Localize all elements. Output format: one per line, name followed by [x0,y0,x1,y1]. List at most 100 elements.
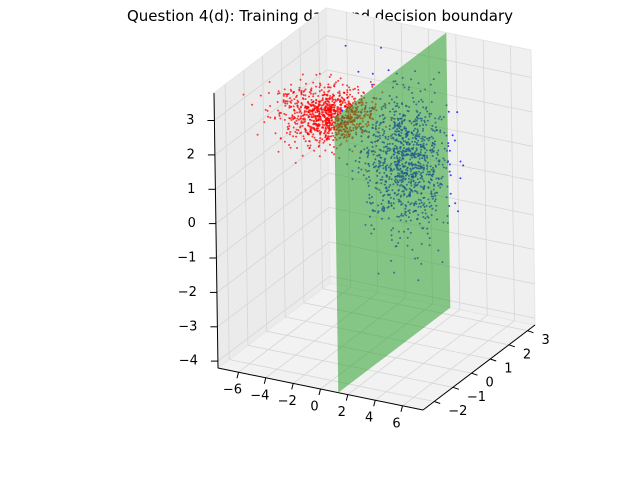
z-tick-label: 1 [187,182,195,197]
data-point [328,113,331,116]
data-point [328,120,331,123]
data-point [330,135,333,138]
data-point [326,100,329,103]
data-point [292,126,295,129]
data-point [334,100,337,103]
data-point [310,119,313,122]
data-point [332,98,335,101]
data-point [312,103,315,106]
x-tick-label: −2 [278,394,297,409]
data-point [299,125,302,128]
data-point [318,113,321,116]
grid-line-z [217,275,331,362]
grid-line-y [299,27,305,303]
x-tick [236,372,239,379]
data-point [304,140,307,143]
data-point [326,109,329,112]
data-point [293,112,296,115]
data-point [273,117,276,120]
grid-line-y [224,84,230,360]
data-point [319,117,322,120]
data-point [336,99,339,102]
data-point [371,85,374,88]
data-point [332,134,335,137]
data-point [310,87,313,90]
data-point [308,95,310,98]
data-point [380,46,382,49]
data-point [317,118,320,121]
data-point [312,93,315,95]
grid-line-x [510,45,515,321]
data-point [289,97,291,100]
data-point [300,120,303,123]
data-point [294,122,297,125]
data-point [449,174,452,177]
data-point [341,83,344,86]
data-point [456,111,459,114]
data-point [297,129,300,132]
data-point [278,111,281,114]
data-point [321,123,324,126]
data-point [292,118,295,120]
y-tick-label: 1 [504,362,512,377]
data-point [363,92,365,95]
data-point [304,94,307,97]
data-point [301,97,304,100]
data-point [329,143,331,146]
data-point [459,177,462,180]
data-point [284,100,287,103]
data-point [317,100,320,103]
data-point [335,81,337,84]
data-point [320,119,323,122]
data-point [328,129,331,132]
data-point [304,130,307,133]
data-point [316,106,319,109]
z-tick-label: 2 [187,147,195,162]
data-point [328,124,331,127]
data-point [292,105,295,108]
data-point [324,126,327,129]
data-point [319,82,321,85]
data-point [323,119,326,122]
data-point [283,140,286,143]
data-point [331,100,334,103]
x-tick [263,377,267,384]
data-point [304,127,306,130]
data-point [308,91,311,94]
data-point [296,102,298,105]
data-point [299,117,302,120]
tick-marks [207,120,534,412]
data-point [328,96,331,99]
data-point [256,133,259,136]
grid-line-z [216,207,330,293]
data-point [303,89,306,92]
data-point [304,88,307,91]
data-point [323,91,326,94]
y-tick-label: −1 [467,390,486,405]
data-point [328,105,331,107]
data-point [308,147,311,150]
data-point [334,112,337,115]
y-tick [452,386,460,390]
data-point [318,141,321,144]
data-point [315,123,318,126]
data-point [323,124,326,127]
data-point [315,98,318,101]
data-point [303,110,306,112]
data-point [311,126,314,129]
data-point [316,115,319,118]
data-point [313,105,316,108]
data-point [251,103,254,106]
data-point [345,103,348,106]
grid-line-y [280,41,286,318]
data-point [332,103,335,106]
data-point [293,98,296,101]
data-point [323,116,326,118]
grid-line-y [229,359,435,402]
data-point [269,105,272,107]
data-point [268,81,271,83]
data-point [318,90,321,93]
y-axis-line [422,324,536,411]
data-point [342,91,345,94]
